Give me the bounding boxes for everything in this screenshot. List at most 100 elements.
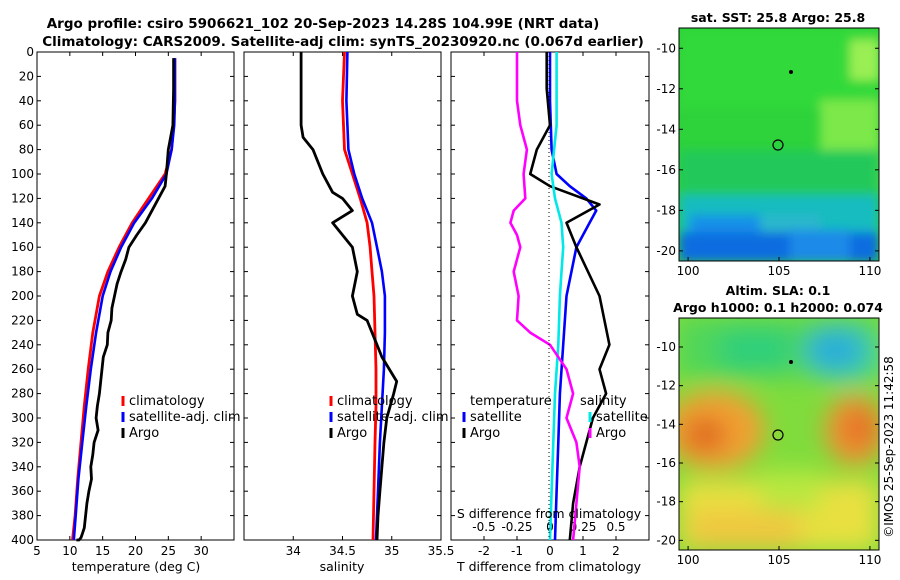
y-tick-label: 20 [19, 69, 34, 83]
salinity-series [299, 51, 399, 541]
series-line-satellite-adj-clim [345, 51, 387, 541]
x2-tick-label: -0.5 [472, 520, 495, 534]
temperature-series [71, 58, 177, 542]
x-tick-label: 34.5 [329, 544, 356, 558]
y-tick-label: 400 [11, 533, 34, 547]
y-tick-label: 320 [11, 435, 34, 449]
x-tick-label: 25 [161, 544, 176, 558]
x-tick-label: 1 [579, 544, 587, 558]
legend-temp-satellite: satellite [470, 410, 522, 425]
map-x-tick-label: 110 [858, 264, 881, 278]
map-y-tick-label: -12 [656, 82, 676, 96]
y-tick-label: 340 [11, 460, 34, 474]
y-tick-label: 240 [11, 338, 34, 352]
y-tick-label: 200 [11, 289, 34, 303]
difference-legend: temperature salinity satellite Argo sate… [462, 394, 648, 441]
y-tick-label: 280 [11, 387, 34, 401]
y-tick-label: 220 [11, 313, 34, 327]
legend-satellite-clim: satellite-adj. clim [337, 410, 449, 425]
map-y-tick-label: -14 [656, 122, 676, 136]
y-tick-label: 80 [19, 143, 34, 157]
y-tick-label: 100 [11, 167, 34, 181]
y-tick-label: 300 [11, 411, 34, 425]
difference-series [509, 52, 611, 541]
map-y-tick-label: -16 [656, 163, 676, 177]
temperature-axis-ticks: 0 20 40 60 80 100 120 140 160 180 200 220 240 260 280 3… [11, 45, 234, 558]
map-y-tick-label: -14 [656, 417, 676, 431]
x-tick-label: 35.5 [428, 544, 455, 558]
map-x-tick-label: 110 [858, 553, 881, 567]
figure-title-line1: Argo profile: csiro 5906621_102 20-Sep-2… [47, 16, 600, 32]
sst-map-ticks: 100 105 110 -10 -12 -14 -16 -18 -20 [656, 41, 881, 278]
y-tick-label: 360 [11, 484, 34, 498]
x2-tick-label: 0.25 [570, 520, 597, 534]
sla-map-title-line1: Altim. SLA: 0.1 [726, 283, 831, 298]
y-tick-label: 0 [26, 45, 34, 59]
y-tick-label: 140 [11, 216, 34, 230]
y-tick-label: 160 [11, 240, 34, 254]
x-tick-label: 0 [546, 544, 554, 558]
map-x-tick-label: 105 [768, 553, 791, 567]
sst-float-track-marker [789, 70, 793, 74]
map-x-tick-label: 105 [768, 264, 791, 278]
map-x-tick-label: 100 [677, 553, 700, 567]
map-y-tick-label: -18 [656, 203, 676, 217]
y-tick-label: 120 [11, 191, 34, 205]
x-tick-label: 10 [62, 544, 77, 558]
series-line-climatology [341, 51, 378, 541]
y-tick-label: 260 [11, 362, 34, 376]
x-tick-label: 34 [286, 544, 301, 558]
x-tick-label: 2 [612, 544, 620, 558]
map-y-tick-label: -10 [656, 340, 676, 354]
x-tick-label: 35 [384, 544, 399, 558]
x-tick-label: -2 [478, 544, 490, 558]
salinity-diff-axis-label: S difference from climatology [457, 506, 642, 521]
x-tick-label: -1 [511, 544, 523, 558]
temperature-plot-frame [36, 51, 235, 541]
map-y-tick-label: -18 [656, 495, 676, 509]
x-tick-label: 5 [33, 544, 41, 558]
map-y-tick-label: -16 [656, 456, 676, 470]
sla-map-ticks: 100 105 110 -10 -12 -14 -16 -18 -20 [656, 340, 881, 567]
legend-temp-argo: Argo [470, 426, 500, 441]
sla-map-image [679, 318, 879, 550]
sla-float-track-marker [789, 360, 793, 364]
difference-axis-ticks: -2 -1 0 1 2-0.5 -0.25 0 0.25 0.5 [451, 51, 649, 558]
sla-map-title-line2: Argo h1000: 0.1 h2000: 0.074 [673, 300, 883, 315]
figure-title-line2: Climatology: CARS2009. Satellite-adj cli… [42, 34, 644, 50]
imos-watermark: ©IMOS 25-Sep-2023 11:42:58 [882, 356, 896, 538]
legend-climatology: climatology [129, 394, 205, 409]
temperature-legend: climatology satellite-adj. clim Argo [121, 394, 241, 441]
temperature-xlabel: temperature (deg C) [72, 559, 201, 574]
legend-head-salinity: salinity [580, 394, 627, 409]
legend-argo: Argo [129, 426, 159, 441]
y-tick-label: 180 [11, 265, 34, 279]
series-line-temperature-argo [528, 52, 611, 541]
legend-sal-argo: Argo [596, 426, 626, 441]
sst-map-title: sat. SST: 25.8 Argo: 25.8 [691, 10, 865, 25]
sst-argo-marker [772, 139, 784, 151]
series-line-argo [299, 52, 399, 541]
difference-xlabel: T difference from climatology [456, 559, 642, 574]
series-line-salinity-argo [509, 52, 581, 541]
legend-satellite-clim: satellite-adj. clim [129, 410, 241, 425]
x2-tick-label: 0.5 [606, 520, 625, 534]
salinity-xlabel: salinity [320, 559, 365, 574]
x-tick-label: 30 [194, 544, 209, 558]
y-tick-label: 380 [11, 509, 34, 523]
y-tick-label: 40 [19, 94, 34, 108]
map-y-tick-label: -20 [656, 244, 676, 258]
x2-tick-label: -0.25 [501, 520, 532, 534]
legend-sal-satellite: satellite [596, 410, 648, 425]
sst-map-image [679, 28, 879, 261]
x-tick-label: 20 [128, 544, 143, 558]
sla-argo-marker [772, 429, 784, 441]
salinity-legend: climatology satellite-adj. clim Argo [329, 394, 449, 441]
x-tick-label: 15 [95, 544, 110, 558]
series-line-argo [76, 58, 175, 542]
map-y-tick-label: -10 [656, 41, 676, 55]
legend-argo: Argo [337, 426, 367, 441]
salinity-axis-ticks: 34 34.5 35 35.5 [244, 51, 455, 558]
series-line-salinity-satellite [548, 52, 565, 541]
